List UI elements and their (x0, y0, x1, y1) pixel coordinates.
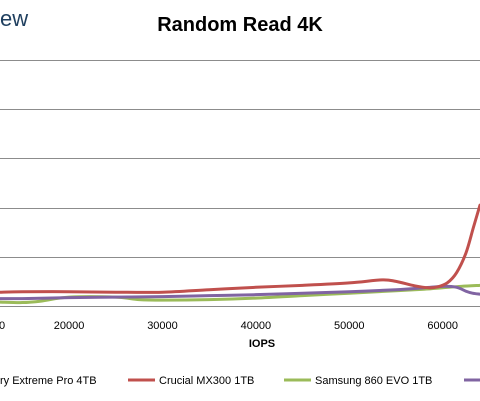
legend: ry Extreme Pro 4TB Crucial MX300 1TB Samsu… (0, 375, 480, 387)
legend-label: Crucial MX300 1TB (159, 375, 254, 387)
x-tick-label: 60000 (427, 320, 458, 332)
legend-label: Samsung 860 EVO 1TB (315, 375, 432, 387)
series-lines (0, 203, 480, 305)
x-axis-title: IOPS (249, 338, 275, 350)
gridlines (0, 60, 480, 307)
series-line (0, 203, 480, 294)
x-tick-label: 30000 (147, 320, 178, 332)
x-tick-label: 40000 (241, 320, 272, 332)
series-line (0, 284, 480, 301)
x-tick-label: 50000 (334, 320, 365, 332)
chart-title: Random Read 4K (157, 14, 323, 36)
x-tick-label: 0 (0, 320, 5, 332)
x-tick-label: 20000 (54, 320, 85, 332)
legend-label: ry Extreme Pro 4TB (0, 375, 97, 387)
logo-fragment: ew (0, 6, 29, 31)
x-tick-labels: 0 20000 30000 40000 50000 60000 (0, 320, 458, 332)
